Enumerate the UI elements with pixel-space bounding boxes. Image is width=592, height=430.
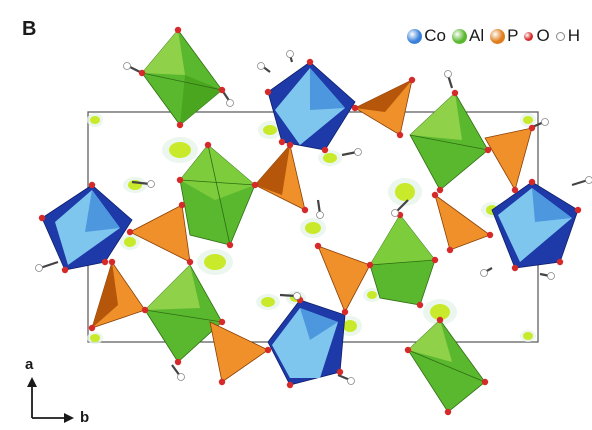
density-blob [423,299,457,325]
al-octahedron [409,92,489,191]
density-blob [87,332,103,344]
legend-item-o: O [524,26,550,46]
legend-item-h: H [555,26,580,46]
density-blob [256,294,280,310]
density-blob [197,249,233,275]
legend-item-al: Al [452,26,484,46]
legend-item-co: Co [407,26,446,46]
density-blob [363,288,381,302]
legend-item-p: P [490,26,518,46]
p-tetrahedron [129,204,191,263]
density-blob [87,113,103,127]
axis-label-b: b [80,409,90,426]
arrow-up-icon [27,377,37,387]
density-blob [520,330,536,342]
density-blob [162,137,198,163]
p-swatch-icon [490,28,506,44]
axes-indicator [27,377,74,423]
co-octahedron [267,61,356,151]
p-tetrahedron [354,79,413,136]
hydrogen-atoms [35,50,592,385]
oxygen-atoms [38,26,582,416]
al-octahedron [369,214,436,306]
density-blob [123,177,147,193]
density-blob [338,316,362,336]
density-blob [520,113,536,127]
co-octahedron [267,299,346,386]
al-octahedron [144,264,223,363]
legend-label-o: O [536,26,550,45]
co-octahedron [41,184,133,271]
p-tetrahedron [484,127,533,192]
arrow-right-icon [64,413,74,423]
density-blob [318,150,342,166]
co-swatch-icon [407,28,423,44]
al-octahedron [141,29,223,126]
legend-label-co: Co [424,26,447,45]
legend: Co Al P O H [401,26,580,46]
h-swatch-icon [555,31,565,41]
legend-label-p: P [507,26,519,45]
al-swatch-icon [452,28,468,44]
p-tetrahedron [254,144,306,211]
p-tetrahedron [434,194,491,251]
panel-letter: B [22,18,37,40]
density-blob [300,218,326,238]
p-tetrahedron [317,245,371,313]
p-tetrahedron [209,321,269,383]
al-octahedron [407,319,486,413]
legend-label-h: H [567,26,580,45]
p-tetrahedron [91,261,146,329]
density-blob [258,121,282,139]
axis-label-a: a [25,356,34,373]
density-blob [388,178,422,206]
density-blob [120,234,140,250]
co-octahedron [491,181,579,269]
legend-label-al: Al [469,26,485,45]
al-octahedron [179,144,256,246]
o-swatch-icon [524,31,534,41]
